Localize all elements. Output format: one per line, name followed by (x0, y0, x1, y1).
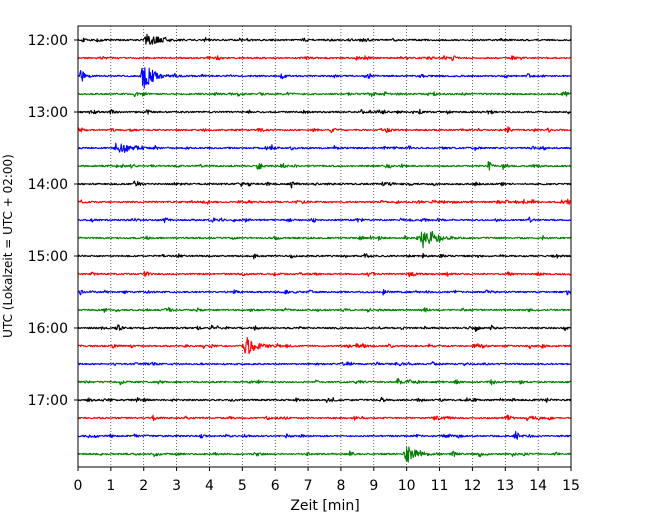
x-tick-label: 15 (562, 478, 580, 494)
seismic-trace (77, 108, 572, 115)
seismic-trace (77, 431, 572, 440)
seismic-trace (77, 126, 572, 134)
x-tick-label: 3 (172, 478, 181, 494)
y-tick-label: 15:00 (28, 249, 68, 265)
x-tick-label: 5 (238, 478, 247, 494)
seismic-trace (77, 307, 572, 313)
seismic-trace (77, 142, 572, 154)
seismic-trace (77, 324, 572, 333)
seismic-trace (77, 414, 572, 422)
x-tick-label: 2 (139, 478, 148, 494)
x-tick-label: 11 (431, 478, 449, 494)
seismic-trace (77, 336, 572, 354)
x-tick-label: 9 (369, 478, 378, 494)
x-tick-label: 7 (304, 478, 313, 494)
seismic-trace (77, 90, 572, 98)
plot-frame (77, 25, 572, 468)
seismic-trace (77, 252, 572, 260)
x-tick-label: 10 (398, 478, 416, 494)
y-tick-label: 14:00 (28, 177, 68, 193)
x-tick-label: 12 (463, 478, 481, 494)
x-axis-label: Zeit [min] (290, 498, 359, 514)
x-tick-label: 6 (271, 478, 280, 494)
seismic-trace (77, 55, 572, 62)
seismic-trace (77, 33, 572, 45)
y-tick-label: 12:00 (28, 33, 68, 49)
y-axis-label: UTC (Lokalzeit = UTC + 02:00) (1, 154, 15, 338)
seismic-trace (77, 161, 572, 171)
seismic-trace (77, 361, 572, 367)
plot-area-background (78, 26, 571, 467)
seismic-trace (77, 270, 572, 278)
seismic-trace (77, 230, 572, 249)
seismic-trace (77, 396, 572, 404)
x-tick-label: 1 (106, 478, 115, 494)
x-tick-label: 8 (336, 478, 345, 494)
y-tick-label: 13:00 (28, 105, 68, 121)
trace-group (77, 33, 572, 463)
y-tick-label: 16:00 (28, 321, 68, 337)
seismic-trace (77, 378, 572, 386)
seismic-trace (77, 288, 572, 296)
x-tick-label: 4 (205, 478, 214, 494)
seismic-trace (77, 180, 572, 189)
x-tick-label: 0 (74, 478, 83, 494)
seismic-trace (77, 216, 572, 224)
x-tick-label: 13 (496, 478, 514, 494)
y-axis-ticks: 12:00 13:00 14:00 15:00 16:00 17:00 (28, 33, 78, 409)
seismic-trace (77, 446, 572, 463)
x-axis-ticks: 0 1 2 3 4 5 6 7 8 9 10 11 12 13 14 15 (74, 467, 580, 494)
seismic-trace (77, 198, 572, 205)
y-tick-label: 17:00 (28, 393, 68, 409)
x-tick-label: 14 (529, 478, 547, 494)
seismic-trace (77, 67, 572, 89)
